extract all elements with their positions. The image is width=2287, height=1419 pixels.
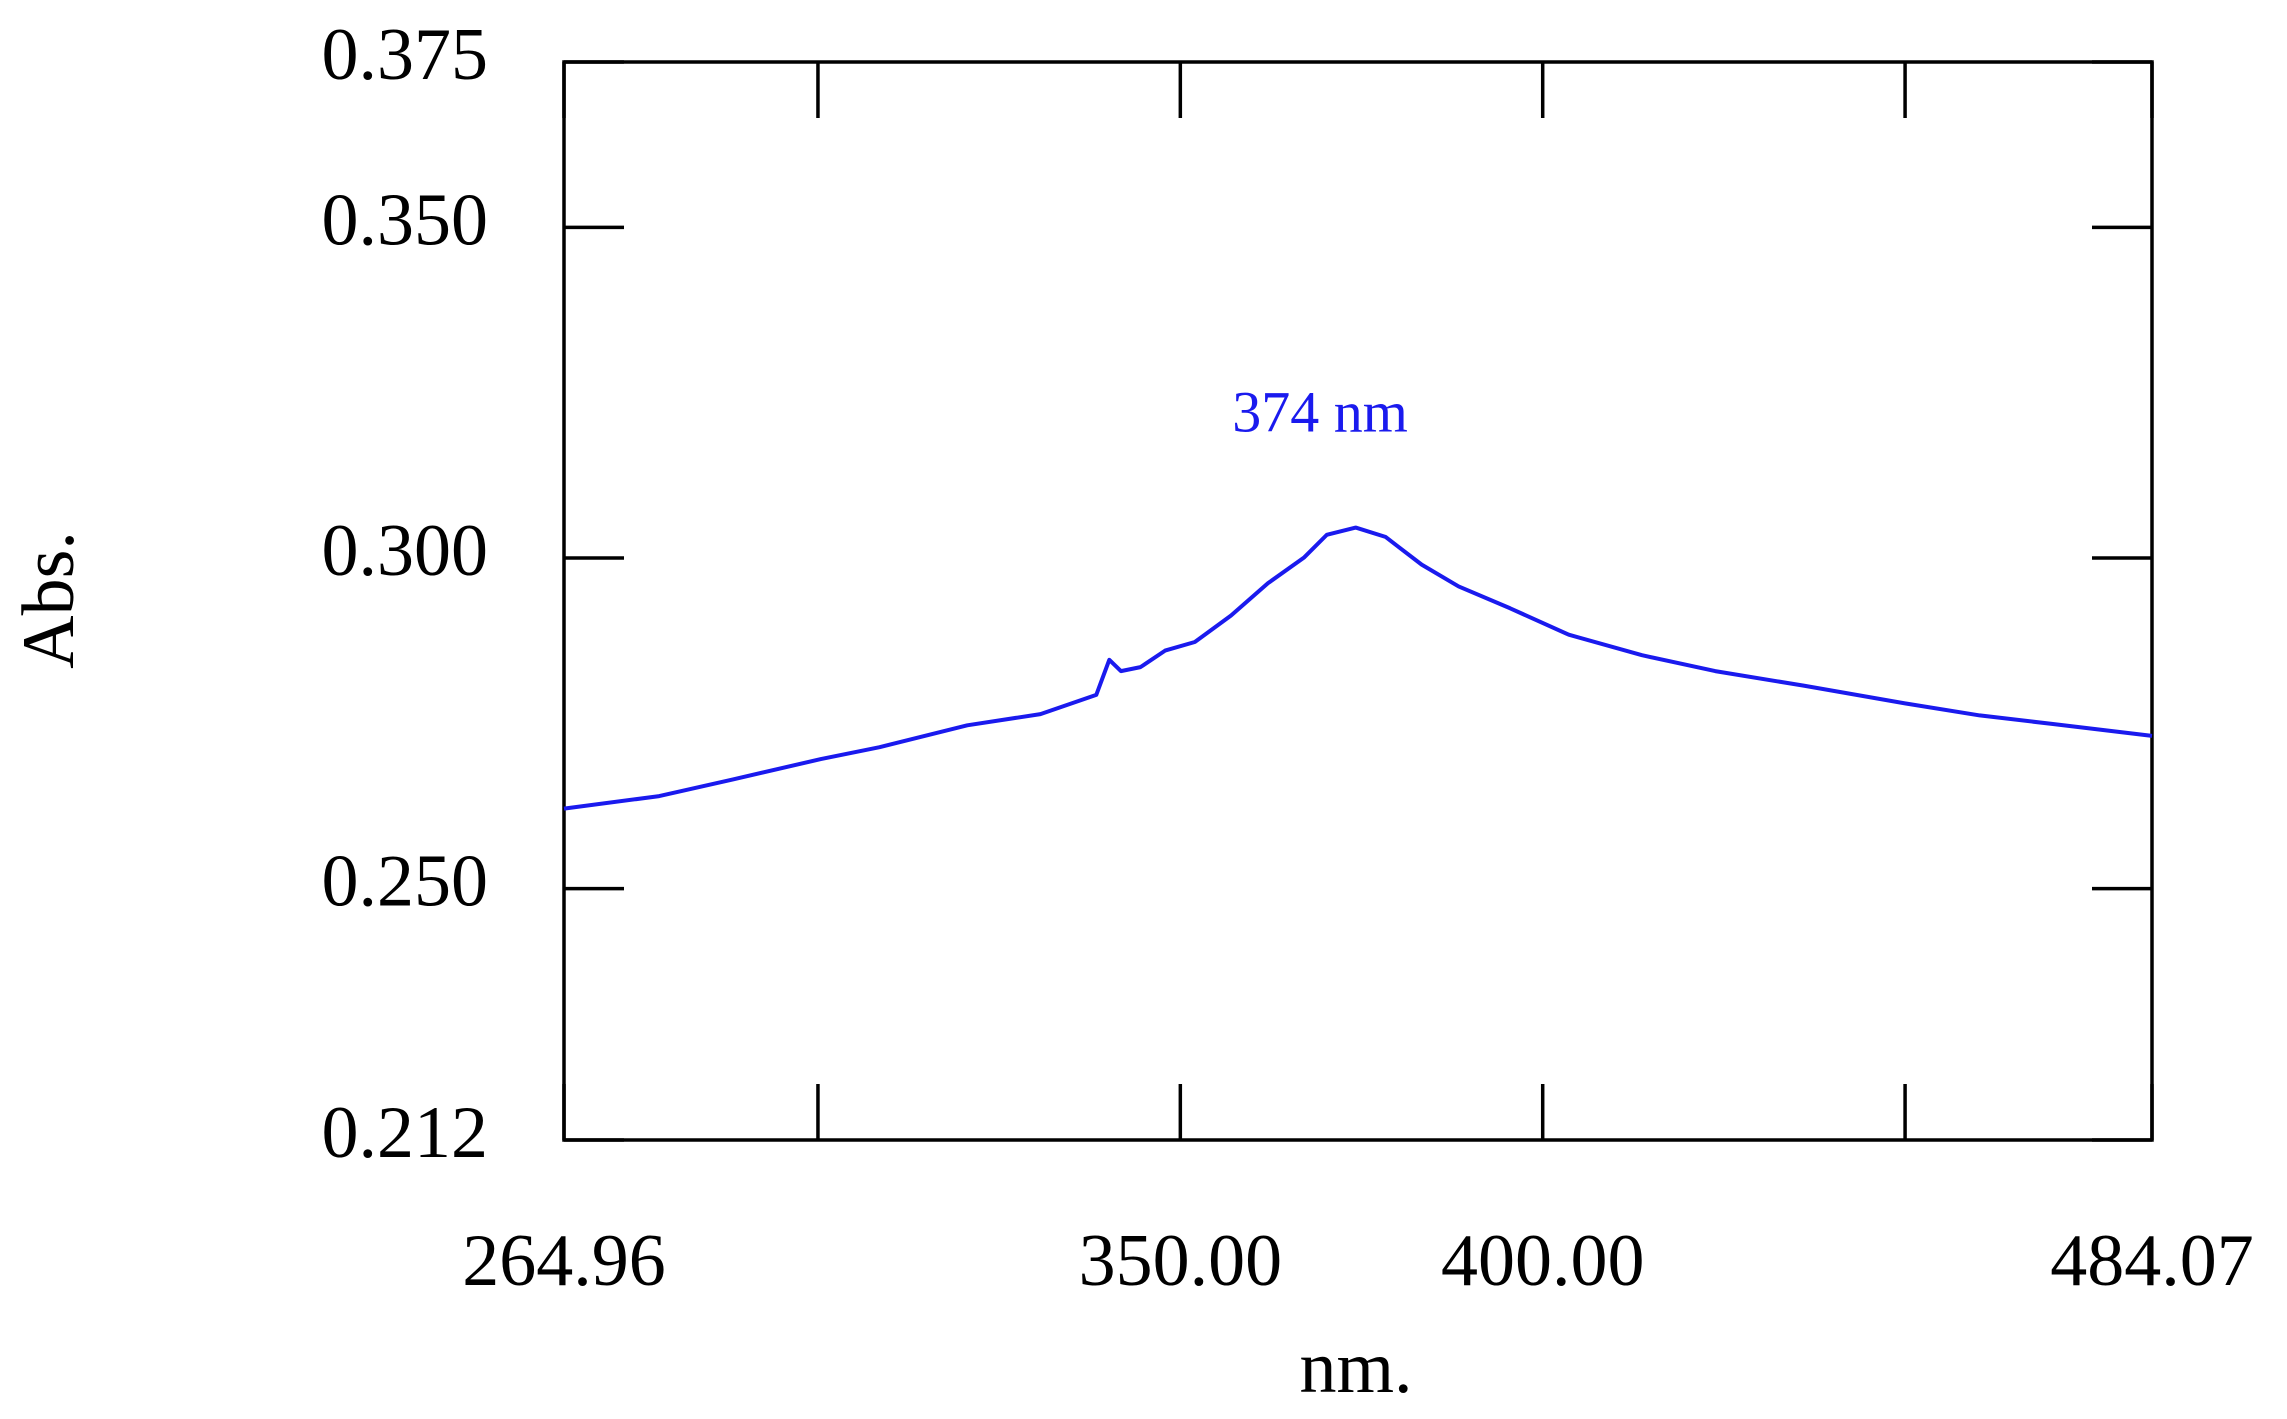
y-tick-label: 0.212 [322,1092,489,1174]
x-tick-label: 350.00 [1079,1220,1283,1302]
annotation: 374 nm [1232,379,1408,444]
x-axis-label: nm. [1299,1327,1412,1409]
x-tick-label: 484.07 [2050,1220,2254,1302]
y-tick-label: 0.375 [322,14,489,96]
x-tick-label: 264.96 [462,1220,666,1302]
spectrum-line [563,525,2153,811]
x-tick-label: 400.00 [1441,1220,1645,1302]
y-tick-label: 0.250 [322,841,489,923]
y-axis-label: Abs. [8,531,90,669]
y-tick-label: 0.350 [322,179,489,261]
plot-frame [562,60,2154,1142]
y-tick-label: 0.300 [322,510,489,592]
